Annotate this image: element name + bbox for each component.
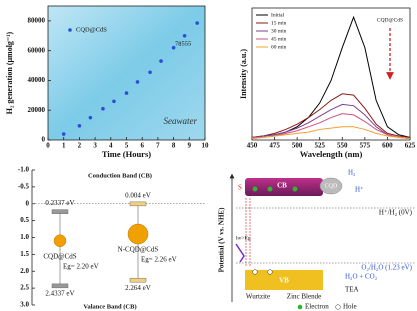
annotation: Seawater [164, 116, 198, 126]
legend-hole-marker [336, 305, 341, 310]
products-label: H₂O + CO₂ [345, 273, 378, 281]
phase-label: Wurtzite [246, 293, 270, 301]
x-tick-label: 450 [247, 142, 258, 150]
point [148, 70, 152, 74]
x-axis-label: Time (Hours) [102, 149, 151, 159]
y-tick-label: 40000 [28, 76, 46, 84]
x-tick-label: 2 [78, 142, 82, 150]
y-tick-label: 3.0 [20, 301, 29, 309]
vb-level [52, 284, 68, 288]
x-tick-label: 7 [156, 142, 160, 150]
legend-label: 45 min [271, 36, 287, 42]
electron [268, 187, 273, 192]
legend-label: 60 min [271, 44, 287, 50]
annotation: 78555 [175, 40, 191, 47]
electron [253, 187, 258, 192]
legend-marker [68, 28, 72, 32]
o-level-label: O₂/H₂O (1.23 eV) [361, 264, 412, 272]
vb-level [130, 278, 146, 282]
legend-label: Initial [271, 12, 285, 18]
x-tick-label: 10 [202, 142, 210, 150]
h2-label: H₂ [348, 169, 356, 177]
phase-label: Zinc Blende [287, 293, 321, 301]
mechanism-diagram: Potential (V vs. NHE) CB S CQD H₂ H⁺ H⁺/… [218, 169, 415, 311]
cb-level [130, 202, 146, 206]
vb-value-label: 2.4337 eV [45, 289, 74, 297]
point [159, 59, 163, 63]
y-tick-label: 0 [26, 199, 30, 207]
line [252, 94, 410, 138]
y-tick-label: 2.0 [20, 267, 29, 275]
y-tick-label: 20000 [28, 106, 46, 114]
y-axis-label: Intensity (a.u.) [239, 49, 248, 99]
cb-label: CB [277, 182, 287, 190]
point [89, 116, 93, 120]
x-tick-label: 8 [172, 142, 176, 150]
figure: 012345678910020000400006000080000Time (H… [0, 0, 417, 311]
point [183, 34, 187, 38]
cb-level [52, 210, 68, 214]
y-tick-label: 2.5 [20, 284, 29, 292]
s-label: S [238, 184, 242, 192]
x-tick-label: 9 [188, 142, 192, 150]
y-axis-label: H₂ generation (μmolg⁻¹) [5, 31, 14, 114]
annotation: Valance Band (CB) [83, 303, 136, 310]
particle [54, 235, 66, 247]
y-tick-label: 1.0 [20, 233, 29, 241]
cb-value-label: 0.004 eV [125, 191, 151, 199]
h-level-label: H⁺/H₂ (0V) [379, 209, 413, 217]
annotation: CQD@CdS [377, 17, 403, 23]
band-gap-label: Eg= 2.20 eV [63, 262, 99, 270]
legend-electron: Electron [305, 303, 329, 311]
annotation: Conduction Band (CB) [88, 172, 152, 179]
light-arrow [236, 244, 244, 262]
material-name: N-CQD@CdS [118, 246, 159, 254]
y-tick-label: -0.5 [18, 182, 30, 190]
point [78, 124, 82, 128]
electron [293, 187, 298, 192]
point [136, 80, 140, 84]
point [62, 132, 66, 136]
point [112, 99, 116, 103]
x-tick-label: 1 [62, 142, 66, 150]
point [101, 107, 105, 111]
material-name: CQD@CdS [43, 252, 76, 260]
x-tick-label: 475 [269, 142, 280, 150]
y-tick-label: 1.5 [20, 250, 29, 258]
hole [253, 270, 258, 275]
legend-label: 30 min [271, 28, 287, 34]
y-tick-label: 0 [42, 136, 46, 144]
legend-label: CQD@CdS [76, 26, 107, 33]
light-label: hν>Eg [236, 235, 251, 241]
vb-label: VB [279, 277, 289, 285]
legend-electron-marker [298, 305, 303, 310]
vb-value-label: 2.264 eV [125, 284, 151, 292]
y-tick-label: 60000 [28, 46, 46, 54]
x-tick-label: 3 [93, 142, 97, 150]
particle [128, 224, 148, 244]
hplus-label: H⁺ [355, 186, 364, 194]
x-tick-label: 0 [46, 142, 50, 150]
legend-hole: Hole [343, 303, 357, 311]
point [125, 91, 129, 95]
y-tick-label: 80000 [28, 16, 46, 24]
y-tick-label: 0.5 [20, 216, 29, 224]
hole [268, 270, 273, 275]
cqd-label: CQD [325, 183, 338, 189]
cb-value-label: 0.2337 eV [45, 199, 74, 207]
x-tick-label: 600 [382, 142, 393, 150]
line [252, 17, 410, 137]
legend-label: 15 min [271, 20, 287, 26]
y-tick-label: -1.0 [18, 166, 30, 174]
point [195, 21, 199, 25]
band-gap-label: Eg= 2.26 eV [141, 256, 177, 264]
x-axis-label: Wavelength (nm) [300, 149, 363, 159]
axis-label: Potential (V vs. NHE) [218, 207, 226, 272]
x-tick-label: 625 [405, 142, 416, 150]
tea-label: TEA [345, 286, 359, 294]
